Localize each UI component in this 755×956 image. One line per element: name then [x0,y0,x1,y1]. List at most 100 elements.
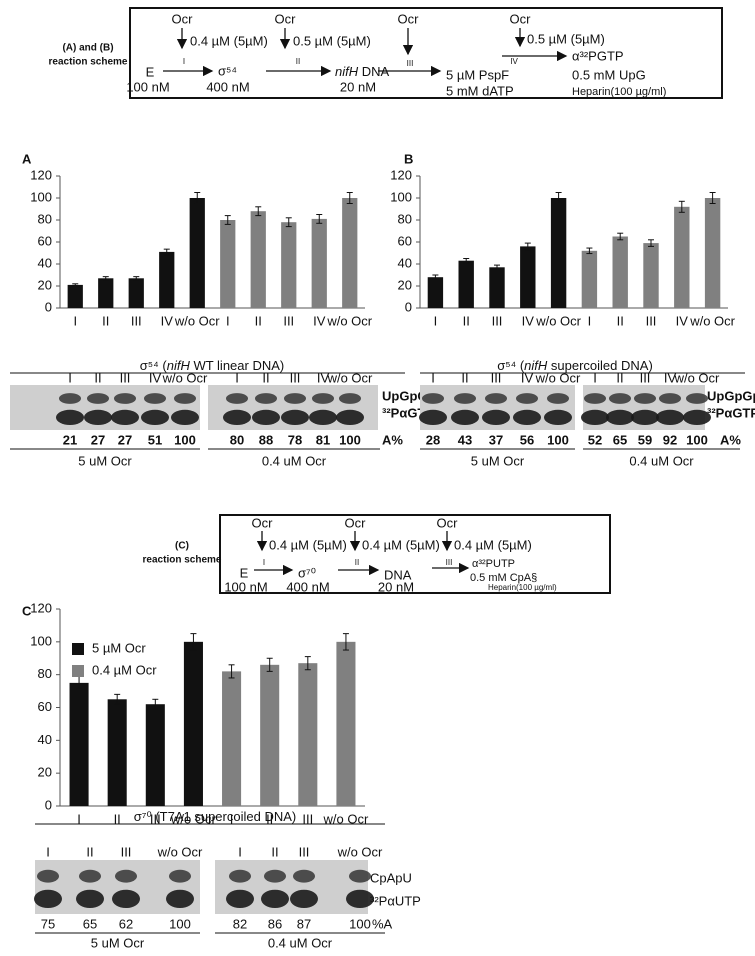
bar [145,704,165,806]
step-numeral: I [183,57,185,66]
error-bar [678,200,685,213]
x-tick-label: IV [161,313,174,328]
gel-number: 100 [339,432,361,447]
gel-number: 59 [638,432,652,447]
y-tick-label: 60 [38,233,52,248]
gel-caption: σ⁵⁴ (nifH WT linear DNA) [140,358,284,373]
gel-number: 86 [268,916,282,931]
error-bar [524,242,531,251]
species: E [146,64,155,79]
gel-number: 75 [41,916,55,931]
lane-label: II [616,370,623,385]
scheme-label: (C) [175,541,189,552]
lane-label: IV [149,370,162,385]
y-tick-label: 20 [38,765,52,780]
bar [704,198,721,308]
error-bar [194,192,201,204]
x-tick-label: II [255,313,262,328]
x-tick-label: I [434,313,438,328]
bar [489,267,505,308]
gel-band [111,409,139,426]
gel-number: 81 [316,432,330,447]
gel-number: 100 [547,432,569,447]
band-label: ³²PαGTP [707,405,755,420]
error-bar [494,264,500,270]
bar [98,278,114,308]
species-italic: nifH [335,64,359,79]
y-tick-label: 0 [405,299,412,314]
gel-band [290,889,318,909]
caption-part: nifH [524,358,548,373]
gel-band [56,409,84,426]
bar [643,243,659,308]
gel-band [656,409,684,426]
gel-band [454,393,476,404]
gel-band [419,409,447,426]
error-bar [152,698,159,710]
error-bar [555,192,562,204]
y-tick-label: 100 [390,189,412,204]
legend-swatch [72,665,84,677]
lane-label: III [120,370,131,385]
legend-swatch [72,643,84,655]
gel-band [544,409,572,426]
gel-band [226,393,248,404]
scheme-box [219,514,611,594]
gel-band [422,393,444,404]
x-tick-label: IV [313,313,326,328]
gel-band [79,869,101,883]
reagent: α³²PUTP [472,558,515,570]
group-label: 5 uM Ocr [471,453,525,468]
lane-label: II [94,370,101,385]
gel-band [284,393,306,404]
gel-band [84,409,112,426]
gel-band [339,393,361,404]
bar [220,220,236,308]
error-bar [432,274,439,280]
species: nifH DNA [335,64,390,79]
error-bar [133,276,140,281]
lane-label: II [262,370,269,385]
y-tick-label: 120 [30,167,52,182]
gel-band [87,393,109,404]
bar [311,218,327,308]
gel-band [166,889,194,909]
gel-band [141,409,169,426]
error-bar [709,192,716,204]
species: DNA [384,567,412,582]
gel-band [686,393,708,404]
bar [520,246,536,308]
scheme-c: (C) reaction scheme Ocr 0.4 µM (5µM) I E… [143,514,611,594]
error-bar [102,276,109,281]
bar [674,206,690,308]
species: E [240,565,249,580]
reagent: Heparin(100 µg/ml) [488,583,557,592]
y-tick-label: 40 [38,255,52,270]
error-bar [114,693,121,705]
x-tick-label: w/o Ocr [174,313,220,328]
caption-part: nifH [167,358,191,373]
lane-label: w/o Ocr [162,370,208,385]
y-tick-label: 40 [398,255,412,270]
x-tick-label: w/o Ocr [323,811,369,826]
ocr-label: Ocr [275,11,297,26]
bar [222,671,242,806]
gel-number: 27 [118,432,132,447]
y-tick-label: 60 [398,233,412,248]
concentration: 400 nM [286,579,329,594]
gel-number: 52 [588,432,602,447]
bar [260,664,280,806]
bar [342,198,358,308]
panel-label: A [22,151,32,166]
caption-part: supercoiled DNA) [547,358,653,373]
bar [250,211,266,308]
gel-number: 62 [119,916,133,931]
gel-number: 37 [489,432,503,447]
panel-label: C [22,603,32,618]
error-bar [346,192,353,204]
bar [69,682,89,806]
lane-label: I [431,370,435,385]
error-bar [255,206,262,217]
x-tick-label: IV [676,313,689,328]
x-tick-label: III [283,313,294,328]
